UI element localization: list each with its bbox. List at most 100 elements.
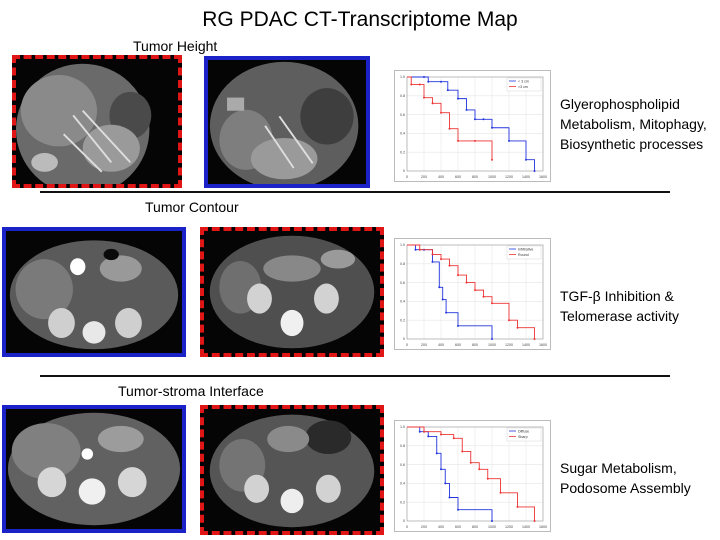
km-point: [438, 286, 441, 289]
km-point: [457, 274, 459, 277]
km-point: [508, 319, 510, 322]
plot-frame: [406, 426, 544, 522]
description-tumor-height: Glyerophospholipid Metabolism, Mitophagy…: [560, 94, 707, 154]
km-point: [491, 302, 493, 305]
km-point: [410, 83, 413, 86]
km-point: [482, 118, 485, 121]
km-point: [461, 450, 464, 453]
ct-scan-axial-red: [200, 227, 384, 357]
x-tick-label: 1200: [505, 525, 513, 529]
km-point: [465, 281, 468, 284]
km-chart-tumor-contour: 0 200 400 600 800 1000 1200 1400 1600 0 0.2 0.4 0.6 0…: [394, 238, 551, 350]
y-tick-label: 0.4: [400, 300, 405, 304]
km-point: [516, 505, 519, 508]
km-curve-a: [407, 76, 535, 171]
plot-frame: [406, 76, 544, 172]
description-tumor-stroma: Sugar Metabolism, Podosome Assembly: [560, 458, 691, 498]
km-point: [435, 452, 438, 455]
x-tick-label: 400: [438, 175, 444, 179]
x-tick-label: 1200: [505, 343, 513, 347]
km-point: [448, 127, 451, 130]
km-chart-tumor-stroma: 0 200 400 600 800 1000 1200 1400 1600 0 0.2 0.4 0.6 0…: [394, 420, 551, 532]
ct-scan-coronal-blue: [204, 56, 370, 188]
km-point: [448, 496, 451, 499]
km-point: [440, 111, 442, 114]
description-line: Glyerophospholipid: [560, 96, 680, 112]
x-tick-label: 600: [455, 175, 461, 179]
km-point: [414, 248, 417, 251]
km-point: [418, 430, 421, 433]
km-point: [440, 433, 442, 436]
description-line: Biosynthetic processes: [560, 136, 704, 152]
km-point: [418, 83, 421, 86]
x-tick-label: 1400: [522, 525, 530, 529]
page-title: RG PDAC CT-Transcriptome Map: [202, 8, 518, 31]
y-tick-label: 0.8: [400, 444, 405, 448]
ct-scan-axial-red-2: [200, 405, 384, 535]
legend-label: Round: [518, 253, 529, 257]
km-point: [465, 108, 468, 111]
km-point: [431, 260, 434, 263]
y-tick-label: 1.0: [400, 425, 405, 429]
km-point: [431, 253, 434, 256]
y-tick-label: 0.6: [400, 463, 405, 467]
km-point: [486, 477, 489, 480]
x-tick-label: 0: [406, 525, 408, 529]
description-line: Podosome Assembly: [560, 480, 691, 496]
x-tick-label: 1200: [505, 175, 513, 179]
y-tick-label: 0.6: [400, 281, 405, 285]
x-tick-label: 0: [406, 175, 408, 179]
y-tick-label: 0.2: [400, 318, 405, 322]
km-point: [441, 298, 444, 301]
km-point: [452, 437, 455, 440]
y-tick-label: 0.4: [400, 132, 405, 136]
x-tick-label: 800: [472, 343, 478, 347]
y-tick-label: 0: [403, 519, 405, 523]
x-tick-label: 1600: [539, 343, 547, 347]
x-tick-label: 200: [421, 343, 427, 347]
km-point: [478, 468, 481, 471]
km-chart-tumor-height: 0 200 400 600 800 1000 1200 1400 1600 0 0.2 0.4 0.6 0…: [394, 70, 551, 182]
y-tick-label: 0.4: [400, 482, 405, 486]
y-tick-label: 0.6: [400, 113, 405, 117]
km-point: [491, 520, 493, 522]
km-curve-a: [407, 426, 493, 521]
km-point: [516, 326, 519, 329]
description-tumor-contour: TGF-β Inhibition & Telomerase activity: [560, 286, 679, 326]
km-point: [418, 248, 421, 251]
x-tick-label: 1400: [522, 175, 530, 179]
km-point: [491, 126, 493, 129]
x-tick-label: 1000: [488, 525, 496, 529]
km-point: [446, 89, 449, 92]
km-point: [423, 96, 425, 99]
km-point: [457, 324, 459, 327]
km-point: [427, 435, 430, 438]
km-point: [474, 118, 476, 121]
km-point: [440, 80, 442, 83]
legend-label: < 3 cm: [518, 79, 529, 83]
km-point: [508, 139, 510, 142]
x-tick-label: 200: [421, 525, 427, 529]
x-tick-label: 600: [455, 343, 461, 347]
y-tick-label: 1.0: [400, 243, 405, 247]
km-point: [423, 430, 425, 433]
km-point: [423, 76, 425, 78]
section-label-tumor-height: Tumor Height: [133, 38, 218, 54]
legend-label: >3 cm: [518, 85, 528, 89]
legend-label: Sharp: [518, 435, 528, 439]
km-point: [448, 264, 451, 267]
plot-frame: [406, 244, 544, 340]
x-tick-label: 400: [438, 343, 444, 347]
ct-scan-axial-blue: [2, 227, 186, 357]
x-tick-label: 800: [472, 525, 478, 529]
x-tick-label: 1000: [488, 175, 496, 179]
km-point: [440, 258, 442, 261]
description-line: Telomerase activity: [560, 308, 680, 324]
km-point: [431, 102, 434, 105]
description-line: Sugar Metabolism,: [560, 460, 677, 476]
x-tick-label: 800: [472, 175, 478, 179]
x-tick-label: 600: [455, 525, 461, 529]
section-divider: [40, 375, 670, 377]
x-tick-label: 1600: [539, 175, 547, 179]
km-point: [491, 338, 493, 340]
